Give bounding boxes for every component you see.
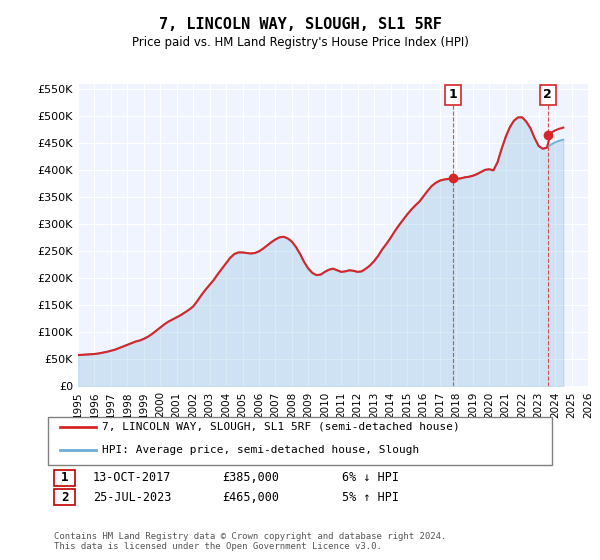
Text: 7, LINCOLN WAY, SLOUGH, SL1 5RF: 7, LINCOLN WAY, SLOUGH, SL1 5RF [158,17,442,32]
Text: 2: 2 [61,491,68,504]
Text: 5% ↑ HPI: 5% ↑ HPI [342,491,399,504]
Text: £385,000: £385,000 [222,471,279,484]
Text: 25-JUL-2023: 25-JUL-2023 [93,491,172,504]
Text: 2: 2 [544,88,552,101]
Text: Price paid vs. HM Land Registry's House Price Index (HPI): Price paid vs. HM Land Registry's House … [131,36,469,49]
Text: 7, LINCOLN WAY, SLOUGH, SL1 5RF (semi-detached house): 7, LINCOLN WAY, SLOUGH, SL1 5RF (semi-de… [102,422,460,432]
Text: Contains HM Land Registry data © Crown copyright and database right 2024.
This d: Contains HM Land Registry data © Crown c… [54,532,446,552]
Text: £465,000: £465,000 [222,491,279,504]
Text: 1: 1 [449,88,457,101]
Text: HPI: Average price, semi-detached house, Slough: HPI: Average price, semi-detached house,… [102,445,419,455]
Text: 1: 1 [61,471,68,484]
Text: 13-OCT-2017: 13-OCT-2017 [93,471,172,484]
Text: 6% ↓ HPI: 6% ↓ HPI [342,471,399,484]
